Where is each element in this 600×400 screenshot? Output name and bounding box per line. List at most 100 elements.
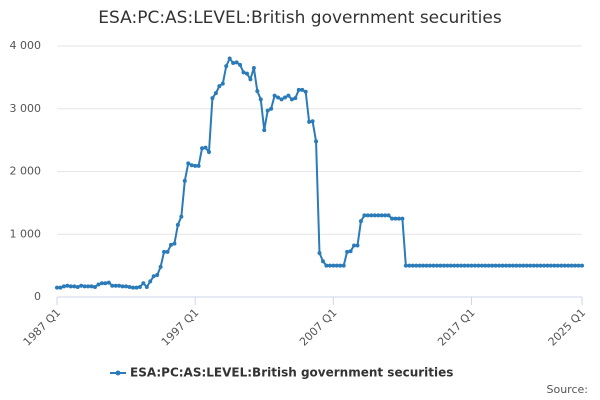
chart-title: ESA:PC:AS:LEVEL:British government secur… — [98, 8, 502, 28]
point — [310, 119, 315, 124]
point — [452, 263, 457, 268]
point — [110, 283, 115, 288]
point — [196, 163, 201, 168]
point — [414, 263, 419, 268]
point — [431, 263, 436, 268]
legend-label: ESA:PC:AS:LEVEL:British government secur… — [130, 366, 453, 380]
point — [383, 213, 388, 218]
x-tick-label: 1987 Q1 — [21, 306, 64, 349]
point — [251, 65, 256, 70]
x-tick-label: 2017 Q1 — [435, 306, 478, 349]
point — [217, 84, 222, 89]
point — [327, 263, 332, 268]
x-tick-label: 2025 Q1 — [546, 306, 589, 349]
point — [79, 283, 84, 288]
point — [483, 263, 488, 268]
point — [345, 249, 350, 254]
point — [566, 263, 571, 268]
point — [379, 213, 384, 218]
point — [365, 213, 370, 218]
point — [189, 163, 194, 168]
y-tick-label: 2 000 — [10, 165, 42, 178]
source: Source: — [547, 383, 589, 396]
point — [162, 249, 167, 254]
point — [300, 87, 305, 92]
point — [410, 263, 415, 268]
point — [175, 222, 180, 227]
point — [127, 284, 132, 289]
point — [168, 242, 173, 247]
point — [562, 263, 567, 268]
point — [293, 96, 298, 101]
point — [92, 284, 97, 289]
point — [545, 263, 550, 268]
point — [179, 214, 184, 219]
point — [459, 263, 464, 268]
point — [75, 284, 80, 289]
point — [510, 263, 515, 268]
point — [386, 213, 391, 218]
point — [72, 284, 77, 289]
point — [224, 64, 229, 69]
point — [331, 263, 336, 268]
point — [296, 87, 301, 92]
point — [497, 263, 502, 268]
point — [500, 263, 505, 268]
point — [65, 283, 70, 288]
point — [103, 281, 108, 286]
point — [352, 243, 357, 248]
point — [61, 284, 66, 289]
point — [417, 263, 422, 268]
point — [466, 263, 471, 268]
point — [165, 249, 170, 254]
point — [213, 91, 218, 96]
point — [555, 263, 560, 268]
point — [338, 263, 343, 268]
point — [407, 263, 412, 268]
point — [390, 216, 395, 221]
point — [448, 263, 453, 268]
point — [227, 56, 232, 61]
point — [355, 243, 360, 248]
point — [403, 263, 408, 268]
x-tick-label: 2007 Q1 — [297, 306, 340, 349]
point — [172, 241, 177, 246]
point — [137, 284, 142, 289]
point — [445, 263, 450, 268]
point — [106, 280, 111, 285]
point — [99, 281, 104, 286]
point — [376, 213, 381, 218]
y-tick-label: 1 000 — [10, 227, 42, 240]
point — [113, 283, 118, 288]
point — [158, 264, 163, 269]
point — [372, 213, 377, 218]
point — [134, 285, 139, 290]
point — [576, 263, 581, 268]
point — [186, 161, 191, 166]
point — [86, 284, 91, 289]
point — [434, 263, 439, 268]
point — [424, 263, 429, 268]
point — [124, 284, 129, 289]
point — [231, 60, 236, 65]
point — [569, 263, 574, 268]
point — [117, 283, 122, 288]
point — [148, 279, 153, 284]
point — [130, 285, 135, 290]
point — [441, 263, 446, 268]
point — [234, 60, 239, 65]
legend-marker — [115, 370, 121, 376]
point — [400, 216, 405, 221]
point — [272, 93, 277, 98]
point — [238, 62, 243, 67]
point — [210, 96, 215, 101]
point — [151, 274, 156, 279]
point — [462, 263, 467, 268]
point — [307, 119, 312, 124]
point — [504, 263, 509, 268]
point — [521, 263, 526, 268]
point — [206, 150, 211, 155]
point — [472, 263, 477, 268]
